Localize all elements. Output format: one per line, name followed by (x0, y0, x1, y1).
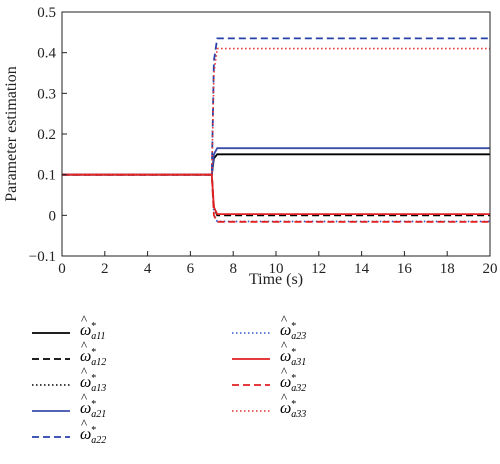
legend-label: ω*a12 (80, 338, 106, 368)
plot-frame (61, 11, 491, 257)
series-line-a32 (62, 173, 490, 223)
series-line-a33 (62, 47, 490, 176)
legend-swatch (32, 332, 70, 334)
series-line-a13 (62, 153, 490, 176)
x-tick-label: 8 (229, 261, 237, 277)
legend-label: ω*a22 (80, 416, 106, 446)
legend-item-a31: ω*a31 (230, 338, 380, 372)
legend-swatch (32, 410, 70, 412)
y-tick-label: 0.4 (37, 46, 56, 62)
series-layer (62, 37, 490, 223)
chart: 0 2 4 6 8 10 12 14 16 18 20−0.100.10.20.30.40.5 Ti… (3, 5, 498, 288)
x-tick-label: 4 (144, 261, 152, 277)
x-tick-label: 16 (397, 261, 413, 277)
x-tick-label: 6 (187, 261, 195, 277)
legend-label: ω*a13 (80, 364, 106, 394)
legend-item-a21: ω*a21 (30, 390, 180, 424)
x-axis-title: Time (s) (249, 271, 303, 288)
legend-item-a13: ω*a13 (30, 364, 180, 398)
legend-label: ω*a23 (280, 312, 306, 342)
tick-layer: 0 2 4 6 8 10 12 14 16 18 20−0.100.10.20.30.40.5 (29, 5, 498, 277)
legend-label: ω*a31 (280, 338, 306, 368)
legend-item-a33: ω*a33 (230, 390, 380, 424)
y-tick-label: 0.2 (37, 127, 56, 143)
x-tick-label: 20 (483, 261, 498, 277)
x-tick-label: 18 (440, 261, 455, 277)
legend-label: ω*a33 (280, 390, 306, 420)
series-line-a21 (62, 147, 490, 176)
legend-item-a22: ω*a22 (30, 416, 180, 450)
x-tick-label: 14 (354, 261, 370, 277)
legend-label: ω*a21 (80, 390, 106, 420)
x-tick-label: 0 (58, 261, 66, 277)
legend-swatch (232, 410, 270, 412)
y-tick-label: 0.5 (37, 5, 56, 21)
legend-swatch (32, 436, 70, 438)
x-tick-label: 2 (101, 261, 109, 277)
y-axis-title: Parameter estimation (3, 66, 20, 202)
y-tick-label: 0.1 (37, 168, 56, 184)
y-tick-label: 0.3 (37, 86, 56, 102)
legend-swatch (232, 358, 270, 360)
legend-swatch (232, 384, 270, 386)
legend-swatch (32, 358, 70, 360)
legend-item-a23: ω*a23 (230, 312, 380, 346)
legend-swatch (232, 332, 270, 334)
series-line-a31 (62, 173, 490, 216)
y-tick-label: 0 (49, 208, 57, 224)
legend-label: ω*a32 (280, 364, 306, 394)
series-line-a12 (62, 173, 490, 217)
legend-item-a32: ω*a32 (230, 364, 380, 398)
legend-item-a11: ω*a11 (30, 312, 180, 346)
legend-item-a12: ω*a12 (30, 338, 180, 372)
series-line-a11 (62, 153, 490, 176)
legend-label: ω*a11 (80, 312, 106, 342)
x-tick-label: 12 (311, 261, 326, 277)
legend-swatch (32, 384, 70, 386)
y-tick-label: −0.1 (29, 249, 56, 265)
x-tick-label: 10 (269, 261, 284, 277)
